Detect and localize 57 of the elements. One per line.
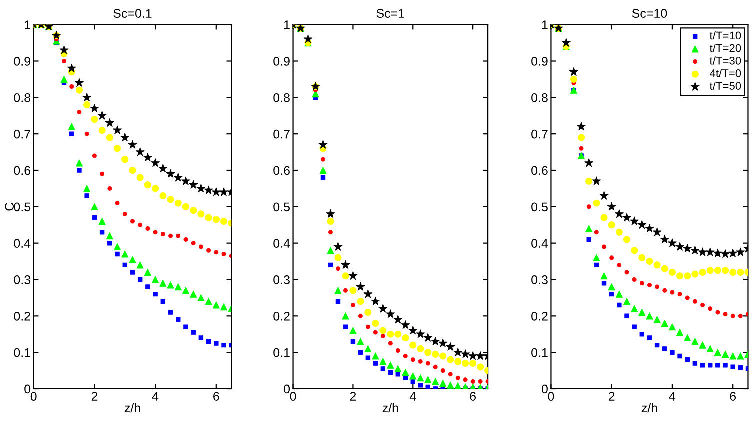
- legend-label: 4t/T=0: [710, 69, 742, 78]
- x-tick-label: 4: [669, 392, 676, 401]
- y-tick-label: 0.1: [14, 348, 30, 358]
- y-tick-label: 0.7: [532, 130, 548, 139]
- y-tick-label: 0.5: [274, 202, 290, 212]
- x-tick-label: 0: [290, 392, 296, 401]
- legend-label: t/T=50: [710, 82, 742, 90]
- y-tick-label: 0.5: [14, 202, 31, 212]
- y-tick-label: 0.3: [532, 276, 548, 284]
- chart-title: Sc=1: [376, 9, 404, 18]
- x-tick-label: 2: [92, 392, 98, 401]
- y-tick-label: 0.2: [274, 312, 290, 321]
- y-axis-title: C: [5, 202, 14, 211]
- y-tick-label: 0.6: [274, 166, 290, 176]
- y-tick-label: 0.3: [274, 276, 290, 284]
- y-tick-label: 0.8: [532, 93, 548, 102]
- x-tick-label: 0: [548, 392, 554, 401]
- x-tick-label: 0: [30, 392, 37, 401]
- y-tick-label: 0.4: [14, 239, 31, 248]
- x-tick-label: 6: [730, 392, 736, 401]
- x-axis-title: z/h: [124, 403, 140, 413]
- y-tick-label: 0.5: [532, 202, 548, 212]
- x-tick-label: 4: [152, 392, 159, 401]
- y-tick-label: 0.9: [274, 57, 290, 66]
- x-tick-label: 2: [350, 392, 356, 401]
- y-tick-label: 0.1: [532, 348, 548, 358]
- chart-title: Sc=0.1: [114, 9, 152, 18]
- y-tick-label: 0.4: [532, 239, 548, 248]
- y-tick-label: 0.6: [14, 166, 31, 176]
- y-tick-label: 1: [25, 20, 30, 30]
- y-tick-label: 0.2: [14, 312, 30, 321]
- y-tick-label: 1: [542, 20, 548, 30]
- x-tick-label: 2: [608, 392, 615, 401]
- y-tick-label: 0.9: [14, 57, 30, 66]
- y-tick-label: 0.9: [532, 57, 548, 66]
- y-tick-label: 0.8: [14, 93, 31, 102]
- y-tick-label: 0.3: [14, 276, 31, 284]
- legend-label: t/T=30: [710, 56, 742, 65]
- x-axis-title: z/h: [642, 403, 658, 413]
- y-tick-label: 0.7: [274, 130, 290, 139]
- y-tick-label: 0.1: [274, 348, 290, 358]
- y-tick-label: 0.7: [14, 130, 30, 139]
- x-tick-label: 6: [470, 392, 476, 401]
- x-tick-label: 6: [214, 392, 220, 401]
- y-tick-label: 0: [24, 384, 31, 394]
- y-tick-label: 0: [284, 384, 290, 394]
- x-tick-label: 4: [410, 392, 416, 401]
- chart-title: Sc=10: [632, 9, 668, 18]
- y-tick-label: 0.2: [532, 312, 548, 321]
- y-tick-label: 0.4: [274, 239, 290, 248]
- legend-label: t/T=10: [710, 32, 742, 40]
- y-tick-label: 0.6: [532, 166, 548, 176]
- legend-label: t/T=20: [710, 44, 742, 52]
- y-tick-label: 0.8: [274, 93, 290, 102]
- y-tick-label: 0: [542, 384, 548, 394]
- y-tick-label: 1: [284, 20, 290, 30]
- x-axis-title: z/h: [382, 403, 398, 413]
